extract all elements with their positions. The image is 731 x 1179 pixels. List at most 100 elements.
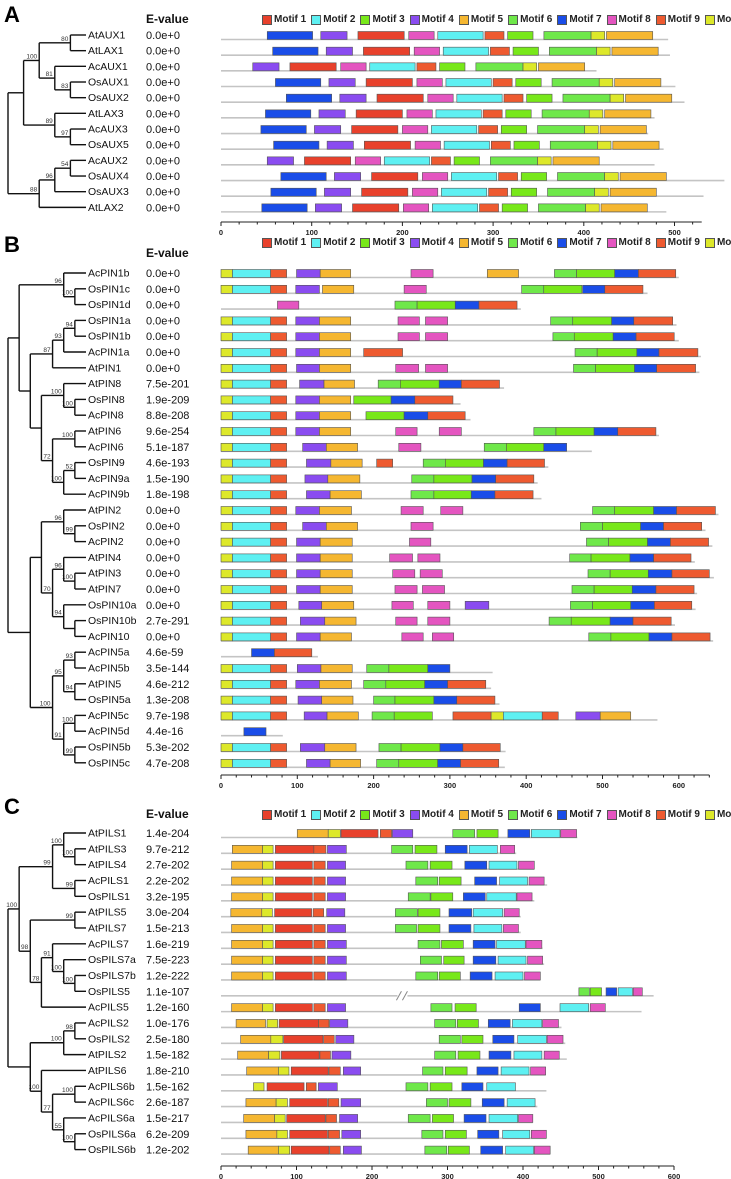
motif-9-block (270, 411, 287, 421)
gene-row: AtPILS5 3.0e-204 (88, 907, 521, 919)
motif-10-block (220, 553, 233, 563)
motif-4-block (303, 711, 328, 721)
gene-row: AtPILS6 1.8e-210 (88, 1065, 546, 1077)
motif-1-block (290, 1066, 329, 1076)
gene-row: AtPILS7 1.5e-213 (88, 922, 521, 935)
e-value: 3.2e-195 (146, 891, 189, 903)
motif-3-block (507, 31, 534, 40)
gene-name: AcPIN1a (88, 347, 130, 359)
gene-name: AtLAX1 (88, 45, 124, 57)
motif-9-block (658, 348, 699, 357)
motif-9-block (427, 411, 466, 421)
motif-8-block (425, 363, 448, 373)
motif-2-block (451, 172, 498, 181)
e-value: 1.9e-209 (146, 394, 189, 406)
motif-10-block (220, 411, 233, 421)
bootstrap-value: 72 (43, 454, 51, 461)
motif-2-block (445, 78, 492, 87)
motif-9-block (478, 300, 518, 310)
bootstrap-value: 97 (61, 130, 69, 137)
e-value: 0.0e+0 (146, 347, 180, 359)
axis-tick-label: 400 (578, 228, 591, 237)
motif-3-block (388, 664, 429, 673)
bootstrap-value: 70 (43, 586, 51, 593)
bootstrap-value: 100 (62, 432, 73, 439)
motif-8-block (531, 1129, 547, 1139)
motif-3-block (444, 1129, 467, 1139)
bootstrap-value: 96 (46, 173, 54, 180)
gene-row: OsPIN8 1.9e-209 (88, 394, 461, 406)
motif-4-block (314, 125, 342, 134)
motif-2-block (488, 860, 518, 870)
motif-10-block (220, 316, 233, 326)
motif-4-block (295, 427, 320, 436)
motif-10-block (220, 269, 233, 278)
e-value: 1.5e-182 (146, 1050, 189, 1062)
legend-item-motif-8: Motif 8 (606, 237, 651, 248)
motif-5-block (325, 442, 358, 452)
motif-8-block (395, 427, 418, 436)
e-value: 4.7e-208 (146, 758, 189, 770)
axis-break-mark (395, 991, 402, 1001)
motif-1-block (365, 78, 413, 87)
legend-label: Motif 7 (569, 237, 602, 248)
motif-7-block (629, 553, 654, 563)
legend-item-motif-1: Motif 1 (262, 809, 306, 820)
gene-row: OsPIN1b 0.0e+0 (88, 331, 679, 343)
motif-2-block (232, 284, 271, 294)
motif-6-block (378, 743, 402, 752)
legend-swatch (262, 14, 272, 25)
legend-label: Motif 2 (323, 14, 356, 25)
motif-1-block (290, 1145, 330, 1155)
gene-row: AcPILS6a 1.5e-217 (88, 1112, 534, 1125)
motif-10-block (220, 664, 233, 673)
motif-6-block (371, 711, 395, 721)
gene-row: OsAUX3 0.0e+0 (88, 186, 704, 199)
motif-2-block (232, 585, 271, 594)
bootstrap-value: 100 (62, 290, 73, 297)
motif-5-block (246, 1066, 279, 1076)
gene-row: AcPILS5 1.2e-160 (88, 1002, 642, 1014)
motif-4-block (295, 679, 320, 689)
motif-9-block (313, 940, 326, 949)
gene-name: OsPIN5a (88, 694, 131, 706)
axis-tick-label: 500 (592, 1172, 605, 1179)
motif-10-block (220, 758, 233, 768)
motif-3-block (448, 1098, 472, 1107)
motif-9-block (312, 908, 324, 917)
motif-9-block (676, 506, 716, 515)
motif-1-block (340, 829, 379, 838)
motif-9-block (376, 458, 393, 468)
bootstrap-value: 98 (66, 1024, 74, 1031)
motif-6-block (547, 187, 595, 197)
motif-5-block (625, 93, 673, 103)
motif-8-block (422, 585, 445, 594)
motif-7-block (647, 537, 671, 547)
legend-swatch (704, 14, 715, 25)
motif-3-block (400, 379, 440, 389)
e-value: 1.1e-107 (146, 986, 189, 998)
motif-5-block (319, 679, 352, 689)
e-value: 0.0e+0 (146, 155, 180, 167)
legend-swatch (360, 237, 371, 248)
motif-2-block (232, 316, 271, 326)
motif-10-block (609, 93, 625, 103)
motif-7-block (260, 125, 307, 134)
motif-7-block (630, 600, 655, 610)
motif-6-block (543, 31, 592, 40)
motif-4-block (296, 569, 321, 579)
gene-row: AcPILS6b 1.5e-162 (88, 1081, 547, 1093)
bootstrap-value: 99 (66, 748, 74, 755)
motif-8-block (395, 363, 419, 373)
motif-7-block (261, 203, 308, 213)
gene-name: AcPIN5d (88, 726, 130, 738)
gene-name: OsPIN2 (88, 520, 125, 532)
gene-row: OsPIN5a 1.3e-208 (88, 694, 500, 707)
motif-8-block (560, 829, 577, 838)
motif-6-block (588, 632, 612, 642)
motif-5-block (320, 664, 353, 673)
motif-9-block (479, 203, 499, 213)
motif-3-block (572, 316, 612, 326)
motif-7-block (444, 845, 468, 854)
motif-8-block (524, 971, 541, 981)
